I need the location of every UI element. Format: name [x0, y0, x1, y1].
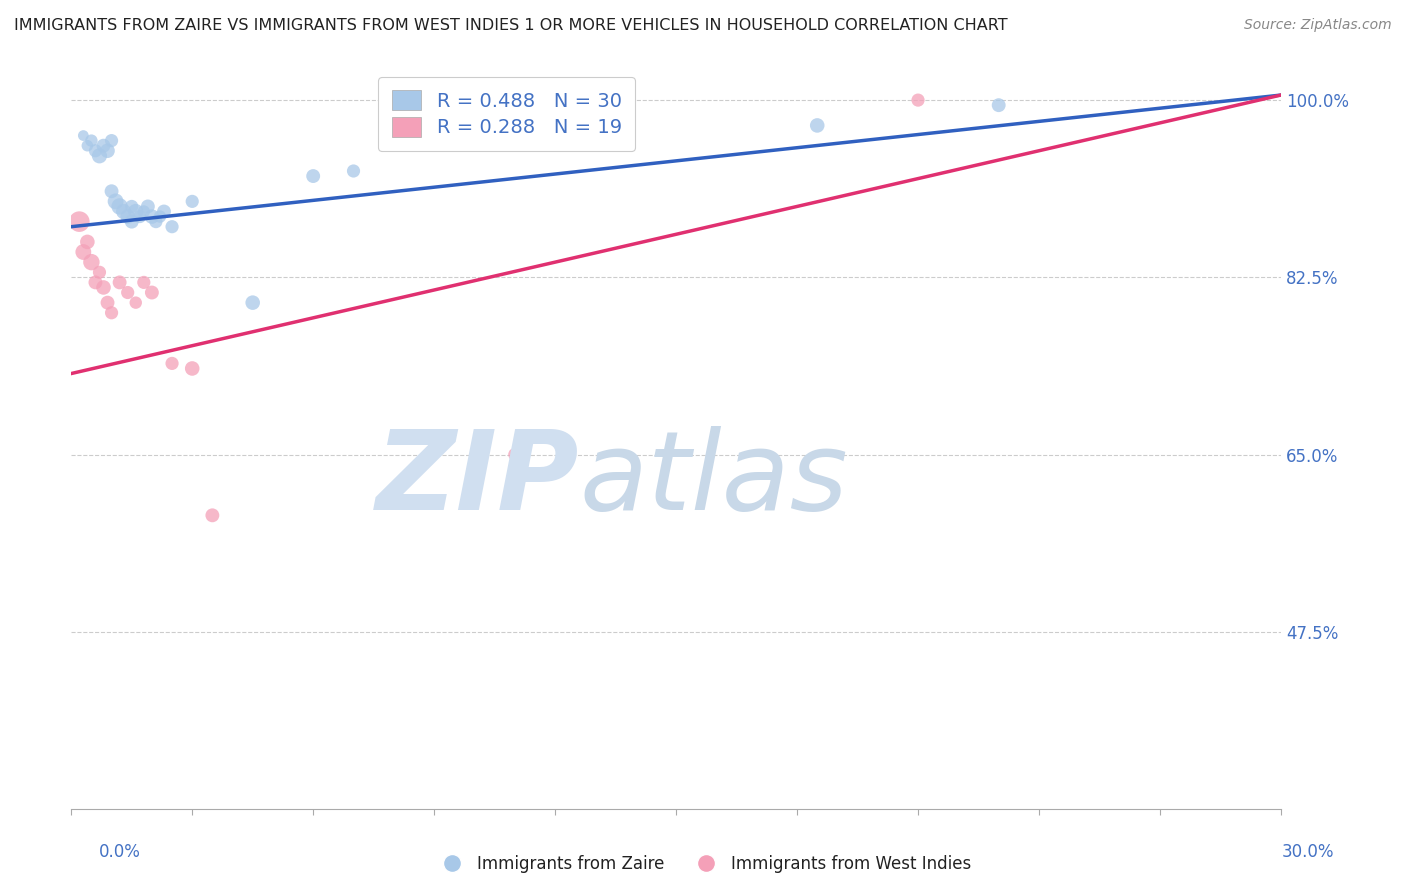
Point	[181, 361, 204, 376]
Point	[108, 199, 131, 213]
Point	[117, 210, 139, 224]
Text: 30.0%: 30.0%	[1281, 843, 1334, 861]
Point	[201, 508, 224, 523]
Point	[100, 134, 122, 148]
Point	[128, 210, 150, 224]
Point	[136, 199, 159, 213]
Text: Source: ZipAtlas.com: Source: ZipAtlas.com	[1244, 18, 1392, 32]
Point	[93, 280, 115, 294]
Point	[117, 285, 139, 300]
Point	[108, 276, 131, 290]
Legend: R = 0.488   N = 30, R = 0.288   N = 19: R = 0.488 N = 30, R = 0.288 N = 19	[378, 77, 636, 151]
Point	[76, 138, 98, 153]
Point	[141, 210, 163, 224]
Point	[121, 214, 143, 228]
Point	[121, 199, 143, 213]
Point	[132, 276, 155, 290]
Point	[67, 214, 90, 228]
Text: atlas: atlas	[579, 425, 848, 533]
Point	[125, 204, 148, 219]
Point	[84, 276, 107, 290]
Point	[153, 204, 176, 219]
Point	[100, 184, 122, 198]
Point	[96, 144, 118, 158]
Text: 0.0%: 0.0%	[98, 843, 141, 861]
Point	[80, 134, 103, 148]
Point	[987, 98, 1010, 112]
Point	[181, 194, 204, 209]
Point	[89, 265, 111, 279]
Point	[72, 128, 94, 143]
Point	[80, 255, 103, 269]
Point	[125, 295, 148, 310]
Point	[160, 219, 183, 234]
Point	[302, 169, 325, 183]
Point	[76, 235, 98, 249]
Point	[132, 204, 155, 219]
Point	[145, 214, 167, 228]
Legend: Immigrants from Zaire, Immigrants from West Indies: Immigrants from Zaire, Immigrants from W…	[429, 848, 977, 880]
Point	[84, 144, 107, 158]
Point	[141, 285, 163, 300]
Point	[72, 245, 94, 260]
Point	[907, 93, 929, 107]
Point	[342, 164, 364, 178]
Point	[149, 210, 172, 224]
Point	[104, 194, 127, 209]
Point	[160, 356, 183, 370]
Point	[242, 295, 264, 310]
Point	[503, 448, 526, 462]
Point	[89, 149, 111, 163]
Point	[806, 119, 828, 133]
Text: IMMIGRANTS FROM ZAIRE VS IMMIGRANTS FROM WEST INDIES 1 OR MORE VEHICLES IN HOUSE: IMMIGRANTS FROM ZAIRE VS IMMIGRANTS FROM…	[14, 18, 1008, 33]
Point	[112, 204, 135, 219]
Point	[93, 138, 115, 153]
Point	[96, 295, 118, 310]
Point	[100, 306, 122, 320]
Text: ZIP: ZIP	[375, 425, 579, 533]
